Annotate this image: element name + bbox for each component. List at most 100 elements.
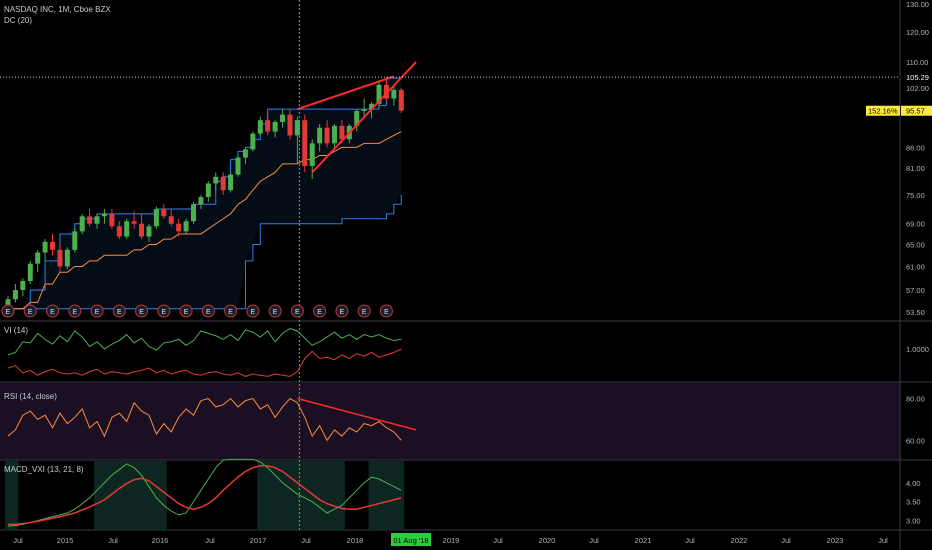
- earnings-e-circle: [1, 304, 15, 318]
- candle-body: [87, 216, 93, 224]
- crosshair-date-label: 01 Aug '18: [393, 536, 428, 545]
- candle: [168, 208, 174, 227]
- candle: [191, 201, 196, 224]
- candle: [242, 147, 248, 164]
- price-tick-label: 130.00: [906, 0, 929, 9]
- candle: [20, 278, 26, 297]
- candle-body: [35, 252, 41, 264]
- earnings-e-letter: E: [72, 309, 77, 316]
- candle-body: [235, 157, 241, 175]
- time-tick-label: Jul: [301, 536, 311, 545]
- candle-body: [124, 221, 130, 237]
- candle-body: [376, 84, 382, 104]
- candle: [94, 213, 100, 229]
- candle-body: [153, 208, 159, 227]
- candle-body: [57, 249, 63, 267]
- candle-body: [42, 241, 48, 253]
- earnings-e-circle: [335, 304, 349, 318]
- donchian-basis-line: [8, 131, 402, 310]
- candle-body: [302, 120, 308, 166]
- candle: [235, 155, 241, 177]
- price-tick-label: 102.00: [906, 84, 929, 93]
- candle: [35, 249, 41, 273]
- candle-body: [94, 216, 100, 224]
- price-tick-label: 110.00: [906, 58, 928, 67]
- candle-body: [228, 174, 234, 191]
- candle: [228, 172, 234, 193]
- earnings-e-icon: E: [335, 304, 349, 318]
- candle-body: [168, 216, 174, 224]
- candle-body: [50, 241, 56, 250]
- vi-tick-label: 1.0000: [906, 345, 929, 354]
- candle: [391, 84, 397, 106]
- candle: [183, 218, 189, 234]
- macd-zone: [94, 461, 167, 530]
- time-tick-label: 2022: [731, 536, 748, 545]
- macd-signal-line: [8, 465, 402, 526]
- candle-body: [324, 127, 330, 144]
- candle: [265, 112, 271, 136]
- candle: [205, 181, 211, 202]
- candle-body: [5, 299, 11, 309]
- candle-body: [176, 223, 182, 232]
- candle: [161, 204, 167, 219]
- candle: [257, 116, 263, 136]
- earnings-e-letter: E: [317, 309, 322, 316]
- earnings-e-letter: E: [362, 309, 367, 316]
- earnings-e-circle: [157, 304, 171, 318]
- crosshair-date-box: [391, 533, 431, 546]
- candle: [42, 239, 48, 261]
- earnings-e-letter: E: [50, 309, 55, 316]
- candle: [354, 109, 360, 132]
- time-tick-label: 2016: [152, 536, 169, 545]
- price-tick-label: 81.00: [906, 164, 925, 173]
- candle-body: [213, 176, 219, 184]
- price-tick-label: 86.00: [906, 143, 925, 152]
- candle: [250, 131, 256, 152]
- candle-body: [272, 122, 278, 132]
- candle: [57, 241, 63, 273]
- macd-line: [7, 458, 402, 527]
- macd-zone: [5, 461, 19, 530]
- time-tick-label: Jul: [13, 536, 23, 545]
- earnings-e-circle: [179, 304, 193, 318]
- candle: [287, 109, 293, 140]
- earnings-e-icon: E: [23, 304, 37, 318]
- time-tick-label: Jul: [589, 536, 599, 545]
- earnings-e-letter: E: [117, 309, 122, 316]
- time-tick-label: 2015: [57, 536, 74, 545]
- symbol-title: NASDAQ INC, 1M, Cboe BZX: [4, 5, 111, 14]
- candle-body: [369, 103, 375, 110]
- candle-body: [27, 263, 33, 282]
- earnings-e-letter: E: [95, 309, 100, 316]
- rsi-tick-label: 60.00: [906, 436, 925, 445]
- earnings-e-letter: E: [6, 309, 11, 316]
- earnings-e-letter: E: [295, 309, 300, 316]
- earnings-e-icon: E: [246, 304, 260, 318]
- candle-body: [146, 226, 152, 237]
- last-price-label: 95.57: [906, 107, 925, 116]
- earnings-e-letter: E: [273, 309, 278, 316]
- earnings-e-circle: [313, 304, 327, 318]
- rsi-trendline: [297, 397, 417, 431]
- time-tick-label: 2023: [827, 536, 844, 545]
- indicator-dc-label: DC (20): [4, 16, 33, 25]
- vi-plus-line: [7, 328, 402, 356]
- earnings-e-letter: E: [161, 309, 166, 316]
- vi-minus-line: [7, 348, 402, 377]
- candle: [131, 211, 137, 229]
- time-tick-label: 2017: [250, 536, 267, 545]
- candle-body: [309, 143, 315, 166]
- macd-tick-label: 3.50: [906, 498, 921, 507]
- candle: [317, 123, 323, 152]
- time-tick-label: Jul: [493, 536, 503, 545]
- earnings-e-circle: [201, 304, 215, 318]
- earnings-e-icon: E: [357, 304, 371, 318]
- candle-body: [383, 84, 389, 99]
- time-tick-label: Jul: [205, 536, 215, 545]
- candle-body: [139, 223, 145, 237]
- candle: [12, 283, 18, 303]
- candle-body: [398, 89, 404, 111]
- candle: [220, 172, 226, 195]
